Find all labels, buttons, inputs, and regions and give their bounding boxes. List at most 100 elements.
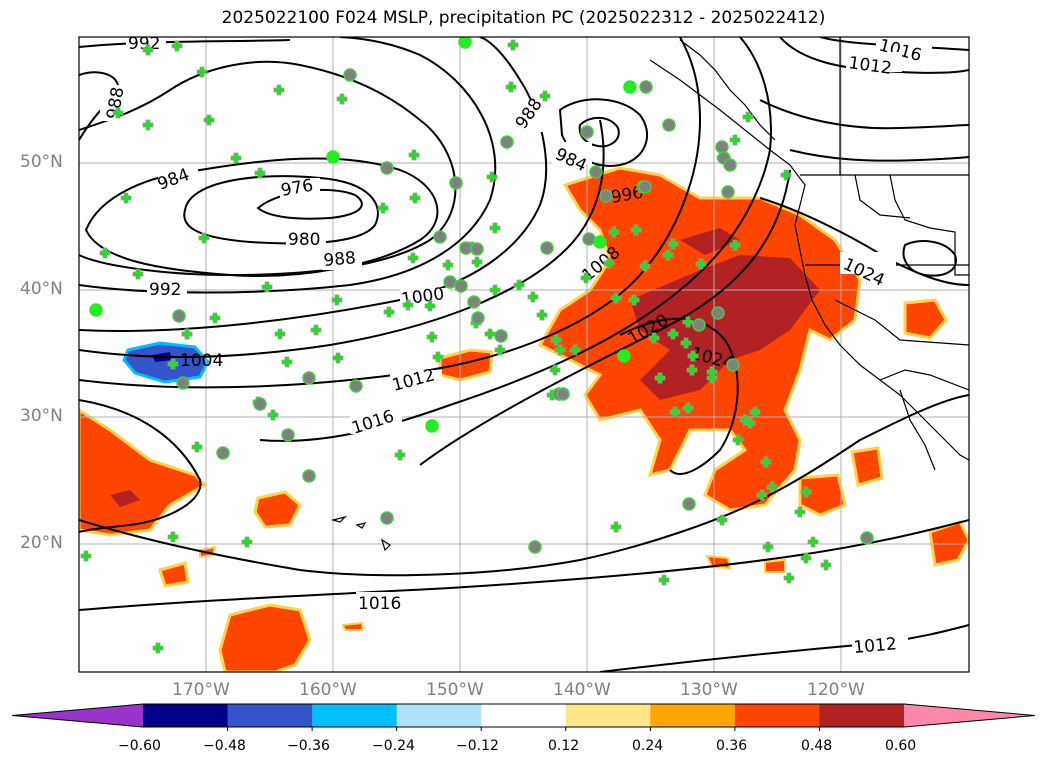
station-plus-marker	[686, 364, 698, 376]
station-plus-marker	[120, 192, 132, 204]
station-circle-marker	[216, 446, 230, 460]
colorbar-swatch	[734, 704, 820, 727]
precip-area-core-2	[680, 228, 740, 255]
station-plus-marker	[536, 309, 548, 321]
lon-label-130w: 130°W	[680, 680, 738, 700]
station-plus-marker	[539, 90, 551, 102]
station-circle-marker	[176, 376, 190, 390]
station-circle-marker	[682, 497, 696, 511]
station-circle-marker	[528, 540, 542, 554]
station-plus-marker	[203, 114, 215, 126]
isobar-1024	[619, 317, 739, 475]
station-plus-marker	[273, 84, 285, 96]
station-plus-marker	[820, 559, 832, 571]
colorbar-tick-label: 0.24	[632, 738, 664, 754]
station-plus-marker	[152, 642, 164, 654]
station-circle-marker	[860, 531, 874, 545]
lon-label-120w: 120°W	[807, 680, 865, 700]
station-circle-marker	[726, 358, 740, 372]
station-plus-marker	[716, 514, 728, 526]
station-plus-marker	[807, 536, 819, 548]
station-circle-marker	[471, 311, 485, 325]
station-plus-marker	[383, 306, 395, 318]
station-circle-marker	[599, 189, 613, 203]
station-plus-marker	[167, 531, 179, 543]
colorbar-tick-label: −0.36	[287, 738, 330, 754]
station-plus-marker	[209, 312, 221, 324]
station-circle-marker	[638, 180, 652, 194]
station-circle-marker	[302, 371, 316, 385]
station-plus-marker	[409, 192, 421, 204]
colorbar-tick-label: 0.12	[548, 738, 580, 754]
station-plus-marker	[494, 344, 506, 356]
station-plus-marker	[310, 324, 322, 336]
station-plus-marker	[507, 39, 519, 51]
station-plus-marker	[432, 351, 444, 363]
station-circle-marker	[639, 80, 653, 94]
precip-area-southwest	[218, 603, 312, 672]
station-plus-marker	[254, 167, 266, 179]
station-circle-marker	[467, 295, 481, 309]
station-circle-marker	[711, 306, 725, 320]
station-plus-marker	[230, 152, 242, 164]
station-circle-marker	[380, 161, 394, 175]
station-plus-marker	[732, 434, 744, 446]
station-plus-marker	[80, 550, 92, 562]
station-plus-marker	[336, 93, 348, 105]
station-plus-marker	[800, 552, 812, 564]
station-plus-marker	[630, 224, 642, 236]
lat-label-50: 50°N	[20, 152, 63, 172]
colorbar-tick-label: −0.60	[118, 738, 161, 754]
station-plus-marker	[241, 536, 253, 548]
station-circle-marker	[281, 428, 295, 442]
station-plus-marker	[471, 256, 483, 268]
station-plus-marker	[648, 332, 660, 344]
isobar-1016-south	[79, 519, 969, 611]
station-plus-marker	[142, 119, 154, 131]
station-plus-marker	[550, 334, 562, 346]
station-plus-marker	[667, 328, 679, 340]
station-plus-marker	[281, 356, 293, 368]
colorbar-swatch	[396, 704, 482, 727]
station-plus-marker	[783, 572, 795, 584]
station-circle-marker	[589, 165, 603, 179]
station-plus-marker	[489, 222, 501, 234]
colorbar-tick-label: −0.48	[203, 738, 246, 754]
station-circle-marker	[593, 235, 607, 249]
isobar-992-north	[79, 39, 291, 48]
lon-label-170w: 170°W	[172, 680, 230, 700]
station-plus-marker	[608, 226, 620, 238]
station-plus-marker	[377, 202, 389, 214]
station-circle-marker	[500, 135, 514, 149]
station-plus-marker	[274, 328, 286, 340]
colorbar-tick-label: −0.24	[372, 738, 415, 754]
station-plus-marker	[658, 574, 670, 586]
station-circle-marker	[458, 37, 472, 49]
map-frame	[78, 36, 970, 673]
colorbar-swatch	[819, 704, 905, 727]
station-plus-marker	[549, 364, 561, 376]
station-plus-marker	[191, 441, 203, 453]
station-plus-marker	[654, 372, 666, 384]
precip-area-west	[79, 408, 208, 537]
colorbar-swatch	[227, 704, 313, 727]
station-circle-marker	[253, 397, 267, 411]
station-plus-marker	[744, 417, 756, 429]
station-circle-marker	[343, 68, 357, 82]
station-plus-marker	[680, 337, 692, 349]
station-plus-marker	[99, 247, 111, 259]
station-plus-marker	[729, 134, 741, 146]
station-plus-marker	[729, 239, 741, 251]
station-circle-marker	[172, 309, 186, 323]
station-circle-marker	[692, 318, 706, 332]
isobar-label: 1004	[180, 351, 223, 371]
station-plus-marker	[706, 372, 718, 384]
station-plus-marker	[142, 44, 154, 56]
station-circle-marker	[425, 419, 439, 433]
station-plus-marker	[760, 456, 772, 468]
station-plus-marker	[486, 171, 498, 183]
lon-label-140w: 140°W	[553, 680, 611, 700]
station-plus-marker	[610, 521, 622, 533]
isobar-1004	[79, 119, 605, 358]
